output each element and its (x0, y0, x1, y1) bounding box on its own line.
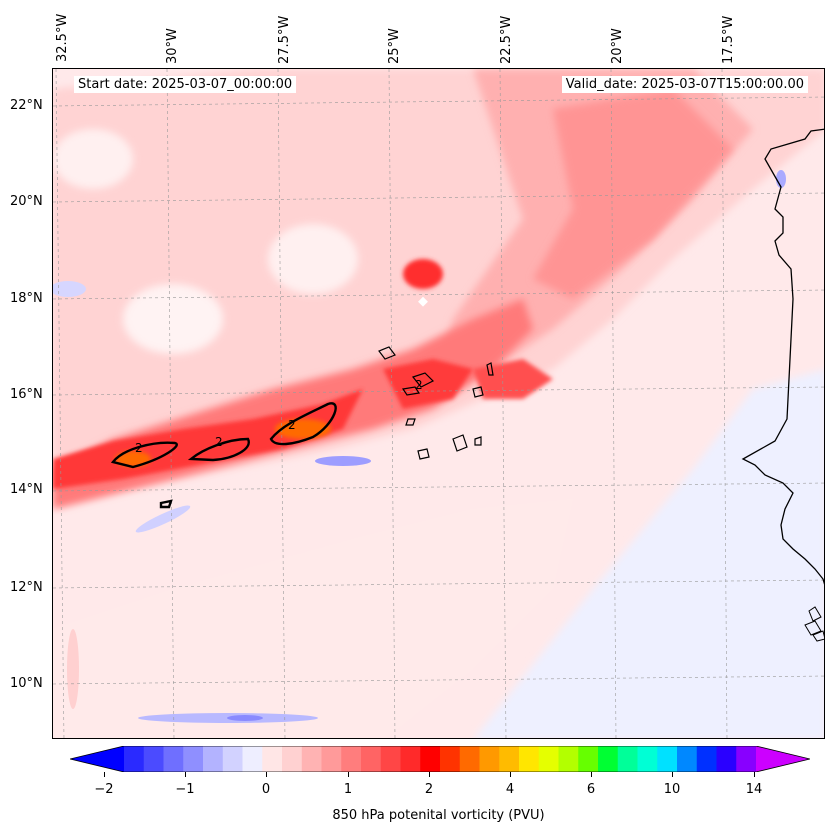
pv-low-patch (53, 129, 133, 189)
start-date-label: Start date: 2025-03-07_00:00:00 (74, 76, 297, 93)
colorbar-swatch (499, 746, 520, 772)
pv-negative-streak (315, 456, 371, 466)
colorbar-swatch (262, 746, 283, 772)
colorbar-swatch (538, 746, 559, 772)
colorbar-tickmark (104, 772, 105, 777)
pv-low-patch (123, 284, 223, 354)
colorbar-tickmark (591, 772, 592, 777)
colorbar-swatch (677, 746, 698, 772)
colorbar-tickmark (185, 772, 186, 777)
colorbar-swatch (558, 746, 579, 772)
colorbar-tickmark (672, 772, 673, 777)
colorbar-swatch (282, 746, 303, 772)
marker (418, 296, 428, 307)
colorbar-tick-label: 4 (505, 782, 515, 797)
pv-southwest-region (53, 499, 573, 738)
colorbar-tick-label: −2 (94, 782, 114, 797)
pv-negative-streak (227, 715, 263, 721)
colorbar-tickmark (429, 772, 430, 777)
lat-label-22n: 22°N (10, 98, 43, 113)
colorbar-tick-label: 10 (663, 782, 681, 797)
lon-label-25w: 25°W (387, 28, 402, 64)
colorbar-swatch (301, 746, 322, 772)
contour-label: 2 (135, 441, 143, 455)
colorbar-swatch (420, 746, 441, 772)
colorbar-swatch (459, 746, 480, 772)
colorbar-swatch (203, 746, 224, 772)
contour-label: 2 (288, 418, 296, 432)
pv-northeast-core (533, 89, 733, 299)
pv-low-region (474, 369, 824, 738)
colorbar-tick-label: −1 (175, 782, 195, 797)
colorbar-swatch (657, 746, 678, 772)
pv-north-core (403, 259, 443, 289)
colorbar-swatch (479, 746, 500, 772)
colorbar-tick-label: 1 (343, 782, 353, 797)
pv-negative-patch (53, 281, 86, 297)
colorbar-swatch (637, 746, 658, 772)
map-panel[interactable]: 2 2 2 2 (52, 68, 825, 739)
colorbar-swatch (380, 746, 401, 772)
colorbar-swatch (143, 746, 164, 772)
cape-verde-islands (378, 346, 494, 460)
colorbar-swatch (242, 746, 263, 772)
colorbar-tick-label: 6 (586, 782, 596, 797)
colorbar-swatch (124, 746, 145, 772)
colorbar-tick-label: 14 (745, 782, 763, 797)
lon-label-30w: 30°W (165, 28, 180, 64)
colorbar-swatch (183, 746, 204, 772)
pv-field-map: 2 2 2 2 (53, 69, 824, 738)
colorbar-tickmark (754, 772, 755, 777)
colorbar-swatch (361, 746, 382, 772)
colorbar (69, 745, 811, 773)
pv-east-core (473, 359, 553, 399)
colorbar-swatch (736, 746, 757, 772)
colorbar-tickmark (266, 772, 267, 777)
lat-label-10n: 10°N (10, 676, 43, 691)
colorbar-swatch (716, 746, 737, 772)
contour-2pvu (110, 402, 337, 509)
contour-label: 2 (215, 435, 223, 449)
colorbar-swatches (69, 745, 811, 773)
colorbar-swatch (696, 746, 717, 772)
lat-label-16n: 16°N (10, 387, 43, 402)
colorbar-swatch (598, 746, 619, 772)
colorbar-swatch (321, 746, 342, 772)
colorbar-swatch (519, 746, 540, 772)
pv-positive-streak (67, 629, 79, 709)
lat-label-18n: 18°N (10, 291, 43, 306)
colorbar-extend-min (70, 746, 124, 772)
bissagos-islands (804, 606, 824, 642)
lon-label-32.5w: 32.5°W (55, 13, 70, 62)
lon-label-20w: 20°W (610, 28, 625, 64)
colorbar-tickmark (510, 772, 511, 777)
colorbar-swatch (578, 746, 599, 772)
lon-label-22.5w: 22.5°W (499, 15, 514, 64)
colorbar-tick-label: 2 (424, 782, 434, 797)
colorbar-swatch (222, 746, 243, 772)
coastline (741, 128, 824, 585)
lon-label-17.5w: 17.5°W (721, 15, 736, 64)
colorbar-tickmark (348, 772, 349, 777)
valid-date-label: Valid_date: 2025-03-07T15:00:00.00 (561, 76, 808, 93)
lat-label-20n: 20°N (10, 194, 43, 209)
colorbar-swatch (341, 746, 362, 772)
contour-labels: 2 2 2 2 (135, 378, 423, 455)
lat-label-12n: 12°N (10, 580, 43, 595)
colorbar-extend-max (756, 746, 810, 772)
pv-negative-streak (135, 505, 191, 533)
colorbar-swatch (163, 746, 184, 772)
colorbar-swatch (400, 746, 421, 772)
colorbar-swatch (440, 746, 461, 772)
lon-label-27.5w: 27.5°W (277, 15, 292, 64)
colorbar-tick-label: 0 (261, 782, 271, 797)
graticule (53, 69, 824, 738)
lat-label-14n: 14°N (10, 482, 43, 497)
colorbar-label: 850 hPa potenital vorticity (PVU) (332, 808, 545, 823)
pv-low-patch (268, 224, 358, 294)
pv-peak-core (115, 451, 151, 467)
colorbar-swatch (617, 746, 638, 772)
pv-negative-patch (776, 170, 786, 188)
contour-label: 2 (415, 378, 423, 392)
